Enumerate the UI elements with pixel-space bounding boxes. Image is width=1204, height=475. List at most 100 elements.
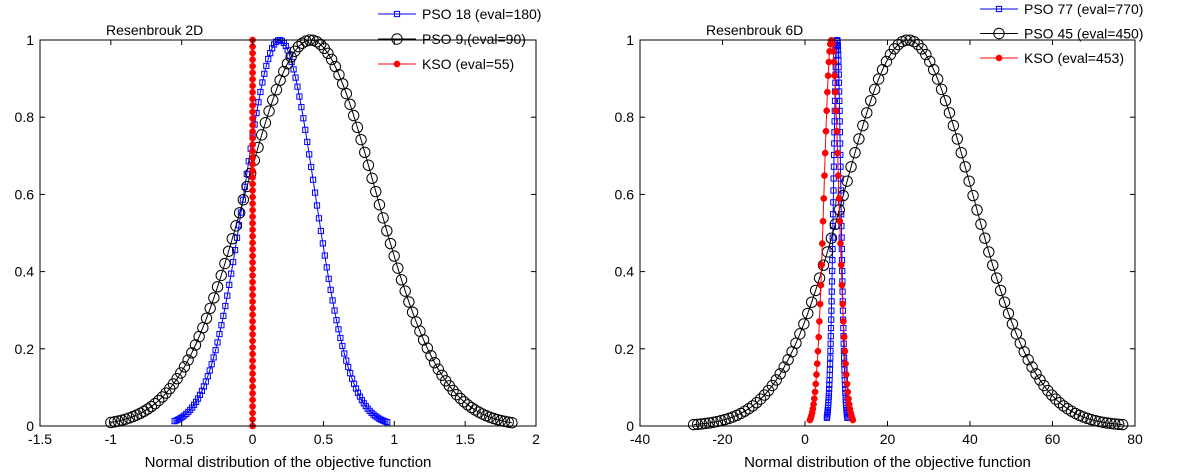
data-point (498, 415, 511, 428)
legend-entry: PSO 9 (eval=90) (378, 31, 526, 47)
data-point (861, 107, 873, 119)
data-point (278, 65, 290, 78)
data-point (179, 413, 186, 421)
data-point (831, 72, 839, 80)
y-tick-label: 0 (626, 418, 634, 434)
data-point (836, 217, 844, 225)
legend-marker (995, 5, 1003, 13)
data-point (888, 43, 901, 55)
data-point (975, 218, 987, 230)
data-point (226, 281, 233, 289)
data-point (840, 318, 847, 325)
data-point (331, 307, 338, 314)
data-point (370, 185, 382, 198)
data-point (421, 342, 433, 354)
data-point (341, 350, 348, 357)
data-point (825, 396, 832, 403)
data-point (230, 258, 237, 266)
x-tick-label: 2 (532, 431, 540, 447)
data-point (827, 347, 834, 354)
x-tick-label: -0.5 (170, 431, 194, 447)
data-point (833, 127, 841, 135)
data-point (967, 189, 979, 202)
legend-label: PSO 18 (eval=180) (422, 6, 541, 22)
data-point (943, 107, 956, 119)
legend-entry: PSO 18 (eval=180) (378, 6, 541, 22)
legend-label: PSO 77 (eval=770) (1024, 1, 1143, 17)
data-point (249, 88, 256, 96)
data-point (249, 174, 256, 181)
data-point (832, 88, 839, 96)
data-point (931, 73, 944, 85)
x-tick-label: 1 (390, 431, 398, 447)
data-point (802, 307, 814, 320)
data-point (826, 381, 833, 388)
data-point (1030, 368, 1042, 380)
data-point (249, 213, 256, 220)
data-point (1109, 418, 1121, 430)
data-point (337, 334, 344, 341)
data-point (695, 418, 708, 430)
data-point (183, 410, 190, 417)
data-point (261, 70, 268, 77)
data-point (828, 298, 835, 305)
data-point (825, 232, 838, 244)
data-point (829, 40, 836, 48)
data-point (750, 397, 763, 409)
data-point (837, 261, 845, 269)
data-point (156, 391, 169, 403)
data-point (838, 234, 845, 241)
data-point (998, 296, 1011, 308)
data-point (825, 393, 832, 400)
data-point (308, 163, 315, 171)
data-point (259, 79, 266, 86)
data-point (311, 189, 319, 196)
legend-entry: PSO 45 (eval=450) (980, 26, 1143, 42)
legend-label: PSO 45 (eval=450) (1024, 26, 1143, 42)
data-point (249, 128, 256, 135)
data-point (186, 347, 198, 359)
data-point (820, 195, 828, 202)
data-point (758, 389, 771, 401)
data-point (249, 304, 256, 312)
data-point (249, 370, 256, 378)
data-point (249, 298, 256, 306)
data-point (249, 108, 256, 116)
data-point (265, 55, 272, 63)
data-point (249, 75, 256, 83)
data-point (249, 95, 256, 103)
data-point (935, 83, 948, 96)
chart-resenbrouk-6d: -40 -20 0 20 40 60 80 0 0.2 0.4 0.6 0.8 1 Normal dist… (615, 1, 1144, 471)
x-tick-label: -20 (712, 431, 732, 447)
data-point (939, 94, 952, 107)
data-point (1002, 307, 1015, 320)
data-point (829, 48, 837, 55)
data-point (947, 119, 960, 132)
y-tick-label: 0 (26, 418, 34, 434)
data-point (1042, 384, 1054, 397)
data-point (282, 42, 289, 50)
data-point (845, 395, 852, 403)
data-point (285, 51, 297, 63)
data-point (322, 47, 334, 60)
data-point (836, 118, 843, 125)
data-point (237, 193, 250, 206)
data-point (249, 246, 256, 253)
data-point (990, 272, 1003, 284)
y-tick-label: 0.6 (615, 186, 635, 202)
data-point (834, 149, 841, 157)
data-point (951, 133, 964, 145)
data-point (916, 43, 928, 55)
data-point (366, 407, 373, 414)
data-point (828, 278, 836, 285)
data-point (350, 380, 358, 387)
data-point (994, 284, 1007, 297)
data-point (249, 311, 256, 319)
data-point (272, 38, 280, 45)
data-point (839, 267, 846, 275)
data-point (269, 45, 276, 52)
data-point (707, 416, 720, 428)
data-point (699, 417, 712, 430)
data-point (828, 316, 835, 323)
data-point (380, 417, 387, 424)
